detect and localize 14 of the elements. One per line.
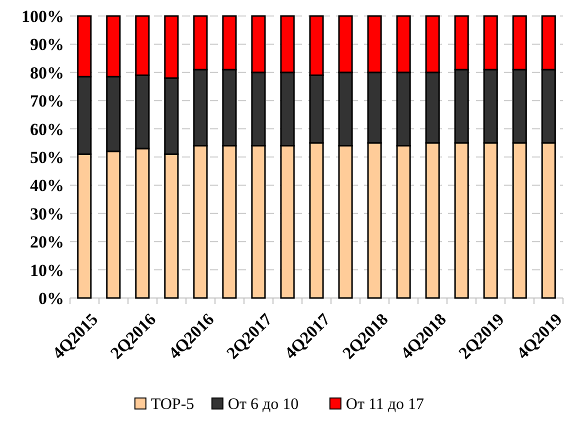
y-tick-label: 80% — [30, 63, 64, 82]
y-tick-label: 30% — [30, 204, 64, 224]
y-tick-label: 10% — [30, 260, 64, 280]
legend-label: От 11 до 17 — [346, 396, 424, 413]
y-tick-label: 90% — [30, 35, 64, 54]
y-tick-label: 50% — [30, 148, 64, 167]
legend-label: TOP-5 — [150, 396, 194, 413]
legend-label: От 6 до 10 — [228, 396, 299, 413]
y-tick-label: 20% — [30, 232, 64, 252]
y-tick-label: 70% — [30, 92, 64, 111]
y-tick-label: 40% — [30, 176, 64, 196]
y-tick-label: 60% — [30, 120, 64, 139]
y-tick-label: 100% — [22, 6, 64, 26]
y-tick-label: 0% — [38, 288, 64, 308]
